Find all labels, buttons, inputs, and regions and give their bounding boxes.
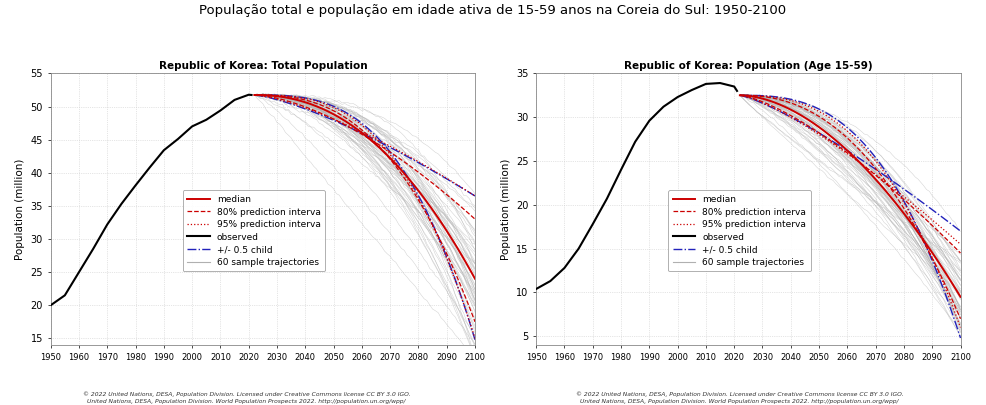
Y-axis label: Population (million): Population (million) (15, 158, 25, 260)
Text: População total e população em idade ativa de 15-59 anos na Coreia do Sul: 1950-: População total e população em idade ati… (199, 4, 787, 17)
Legend: median, 80% prediction interva, 95% prediction interva, observed, +/- 0.5 child,: median, 80% prediction interva, 95% pred… (182, 190, 325, 271)
Title: Republic of Korea: Total Population: Republic of Korea: Total Population (159, 61, 367, 71)
Y-axis label: Population (million): Population (million) (501, 158, 511, 260)
Legend: median, 80% prediction interva, 95% prediction interva, observed, +/- 0.5 child,: median, 80% prediction interva, 95% pred… (668, 190, 810, 271)
Title: Republic of Korea: Population (Age 15-59): Republic of Korea: Population (Age 15-59… (624, 61, 873, 71)
Text: © 2022 United Nations, DESA, Population Division. Licensed under Creative Common: © 2022 United Nations, DESA, Population … (83, 391, 410, 404)
Text: © 2022 United Nations, DESA, Population Division. Licensed under Creative Common: © 2022 United Nations, DESA, Population … (576, 391, 903, 404)
